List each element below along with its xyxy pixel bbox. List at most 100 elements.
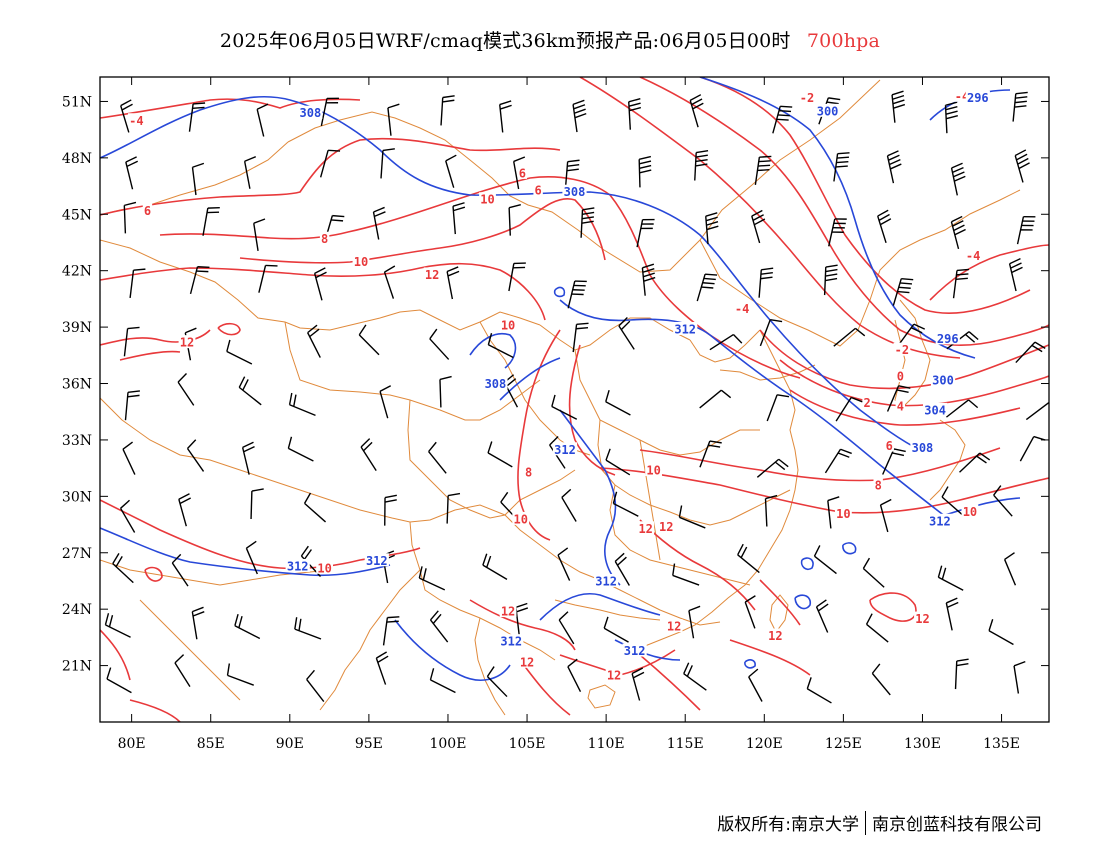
wind-barb[interactable] xyxy=(1016,216,1036,245)
wind-barb[interactable] xyxy=(699,389,732,409)
wind-barb[interactable] xyxy=(672,563,700,586)
wind-barb[interactable] xyxy=(375,651,389,685)
wind-barb[interactable] xyxy=(358,324,380,356)
wind-barb[interactable] xyxy=(171,553,189,587)
wind-barb[interactable] xyxy=(614,552,630,586)
wind-barb[interactable] xyxy=(387,103,400,136)
wind-barb[interactable] xyxy=(815,599,829,633)
wind-barb[interactable] xyxy=(123,326,140,357)
wind-barb[interactable] xyxy=(879,498,892,533)
wind-barb[interactable] xyxy=(891,90,906,123)
wind-barb[interactable] xyxy=(705,212,719,245)
wind-barb[interactable] xyxy=(618,316,635,350)
wind-barb[interactable] xyxy=(238,376,262,406)
wind-barb[interactable] xyxy=(515,602,529,636)
wind-barb[interactable] xyxy=(678,505,706,529)
wind-barb[interactable] xyxy=(756,458,789,478)
wind-barb[interactable] xyxy=(937,565,964,591)
wind-barb[interactable] xyxy=(287,436,314,462)
wind-barb[interactable] xyxy=(871,663,891,696)
wind-barb[interactable] xyxy=(487,333,514,359)
wind-barb[interactable] xyxy=(191,606,205,640)
wind-barb[interactable] xyxy=(950,215,966,250)
wind-barb[interactable] xyxy=(827,496,840,529)
wind-barb[interactable] xyxy=(688,605,701,639)
wind-barb[interactable] xyxy=(294,617,322,640)
wind-barb[interactable] xyxy=(737,543,760,574)
wind-barb[interactable] xyxy=(106,667,132,694)
wind-barb[interactable] xyxy=(382,616,400,646)
wind-barb[interactable] xyxy=(1025,402,1057,421)
wind-barb[interactable] xyxy=(833,152,850,182)
wind-barb[interactable] xyxy=(125,156,139,190)
wind-barb[interactable] xyxy=(253,218,266,252)
wind-barb[interactable] xyxy=(944,101,958,134)
wind-barb[interactable] xyxy=(177,373,195,406)
wind-barb[interactable] xyxy=(508,204,521,236)
wind-barb[interactable] xyxy=(754,155,772,185)
wind-barb[interactable] xyxy=(250,488,264,520)
wind-barb[interactable] xyxy=(1013,660,1026,694)
wind-barb[interactable] xyxy=(120,99,133,133)
wind-barbs[interactable] xyxy=(104,90,1057,704)
wind-barb[interactable] xyxy=(202,207,220,236)
wind-barb[interactable] xyxy=(835,396,863,422)
wind-barb[interactable] xyxy=(759,319,783,347)
wind-barb[interactable] xyxy=(226,663,254,686)
wind-barb[interactable] xyxy=(429,668,456,694)
wind-barb[interactable] xyxy=(689,94,704,128)
wind-barb[interactable] xyxy=(605,448,631,476)
wind-barb[interactable] xyxy=(452,202,466,235)
wind-barb[interactable] xyxy=(1008,258,1023,292)
wind-barb[interactable] xyxy=(174,654,191,687)
wind-barb[interactable] xyxy=(865,613,889,643)
wind-barb[interactable] xyxy=(764,494,778,527)
wind-barb[interactable] xyxy=(683,662,707,691)
wind-barb[interactable] xyxy=(758,267,774,298)
wind-barb[interactable] xyxy=(119,499,136,533)
wind-barb[interactable] xyxy=(1003,552,1017,586)
wind-barb[interactable] xyxy=(372,206,386,240)
wind-barb[interactable] xyxy=(828,218,847,247)
wind-barb[interactable] xyxy=(306,669,325,702)
wind-barb[interactable] xyxy=(226,339,253,365)
wind-barb[interactable] xyxy=(993,485,1013,517)
wind-barb[interactable] xyxy=(631,667,645,701)
wind-barb[interactable] xyxy=(959,452,991,473)
wind-barb[interactable] xyxy=(567,280,587,309)
wind-barb[interactable] xyxy=(313,267,327,301)
wind-barb[interactable] xyxy=(1014,149,1030,183)
wind-barb[interactable] xyxy=(946,399,979,418)
wind-barb[interactable] xyxy=(638,155,652,188)
wind-barb[interactable] xyxy=(243,156,257,189)
wind-barb[interactable] xyxy=(307,324,321,358)
wind-barb[interactable] xyxy=(428,441,447,474)
wind-barb[interactable] xyxy=(112,552,134,584)
wind-barb[interactable] xyxy=(561,488,577,522)
wind-barb[interactable] xyxy=(104,613,131,638)
wind-barb[interactable] xyxy=(744,595,756,629)
wind-barb[interactable] xyxy=(320,97,339,126)
wind-barb[interactable] xyxy=(892,277,914,306)
wind-barb[interactable] xyxy=(950,162,966,196)
wind-barb[interactable] xyxy=(383,265,396,299)
wind-barb[interactable] xyxy=(551,394,578,420)
wind-barb[interactable] xyxy=(557,547,571,581)
wind-barb[interactable] xyxy=(988,619,1014,646)
wind-barb[interactable] xyxy=(380,148,395,179)
wind-barb[interactable] xyxy=(694,150,709,181)
wind-barb[interactable] xyxy=(446,492,461,524)
wind-barb[interactable] xyxy=(258,264,278,293)
wind-barb[interactable] xyxy=(1015,341,1046,364)
wind-barb[interactable] xyxy=(954,658,969,690)
wind-barb[interactable] xyxy=(191,162,205,196)
wind-barb[interactable] xyxy=(360,438,377,471)
wind-barb[interactable] xyxy=(124,390,140,421)
wind-barb[interactable] xyxy=(709,333,743,351)
wind-barb[interactable] xyxy=(877,209,892,244)
wind-barb[interactable] xyxy=(641,263,656,296)
wind-barb[interactable] xyxy=(580,207,595,238)
wind-barb[interactable] xyxy=(766,394,790,422)
wind-barb[interactable] xyxy=(824,448,852,474)
wind-barb[interactable] xyxy=(952,268,970,299)
